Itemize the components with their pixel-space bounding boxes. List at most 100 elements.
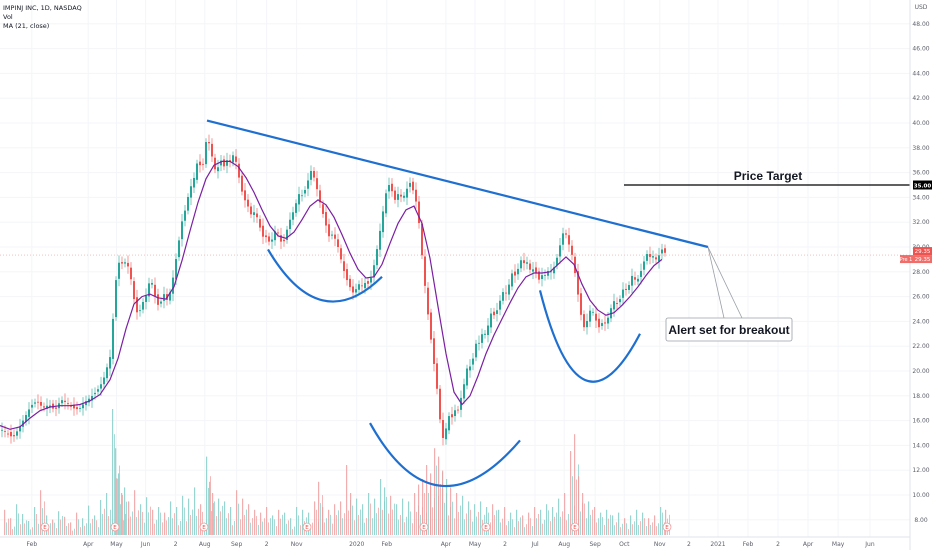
candle-body bbox=[16, 431, 18, 436]
volume-bar bbox=[16, 504, 18, 535]
candle-body bbox=[190, 186, 192, 198]
candle-body bbox=[580, 293, 582, 315]
volume-bar bbox=[40, 490, 42, 535]
candle-body bbox=[82, 404, 84, 409]
volume-bar bbox=[624, 518, 626, 535]
candle-body bbox=[652, 256, 654, 258]
x-tick-label: Sep bbox=[231, 541, 243, 548]
candle-body bbox=[220, 160, 222, 166]
candle-body bbox=[265, 235, 267, 238]
volume-bar bbox=[616, 522, 617, 535]
volume-bar bbox=[150, 506, 151, 535]
candle-body bbox=[331, 234, 333, 236]
volume-bar bbox=[360, 509, 361, 535]
volume-bar bbox=[90, 523, 91, 535]
volume-bar bbox=[404, 522, 405, 535]
volume-bar bbox=[228, 513, 229, 535]
volume-bar bbox=[32, 527, 33, 535]
x-tick-label: Sep bbox=[589, 541, 601, 548]
y-tick-label: 46.00 bbox=[912, 46, 929, 53]
volume-bar bbox=[572, 476, 573, 535]
volume-bar bbox=[634, 521, 635, 535]
volume-bar bbox=[58, 511, 60, 535]
volume-bar bbox=[382, 509, 383, 535]
candle-body bbox=[169, 292, 171, 301]
volume-bar bbox=[115, 448, 117, 535]
candle-body bbox=[154, 284, 156, 297]
volume-bar bbox=[656, 526, 657, 535]
x-tick-label: 2 bbox=[174, 541, 178, 548]
target-price-tag-text: 35.00 bbox=[914, 183, 932, 189]
candle-body bbox=[616, 303, 618, 305]
volume-bar bbox=[106, 493, 108, 535]
y-tick-label: 28.00 bbox=[912, 269, 929, 276]
volume-bar bbox=[538, 514, 539, 535]
x-tick-label: Feb bbox=[27, 541, 38, 548]
volume-bar bbox=[452, 501, 453, 535]
candle-body bbox=[19, 426, 21, 432]
candle-body bbox=[571, 245, 573, 255]
volume-bar bbox=[584, 503, 585, 535]
alert-callout-box bbox=[665, 317, 793, 342]
candle-body bbox=[103, 377, 105, 385]
volume-bar bbox=[460, 505, 461, 535]
candle-body bbox=[334, 234, 336, 239]
volume-bar bbox=[262, 521, 263, 535]
volume-bar bbox=[328, 509, 330, 535]
volume-bar bbox=[378, 507, 379, 535]
volume-bar bbox=[192, 509, 193, 535]
candle-body bbox=[178, 240, 180, 258]
volume-bar bbox=[450, 487, 452, 535]
volume-bar bbox=[502, 518, 503, 535]
volume-bar bbox=[314, 501, 316, 535]
volume-bar bbox=[266, 507, 268, 535]
volume-bar bbox=[300, 525, 301, 535]
volume-bar bbox=[158, 507, 160, 535]
volume-bar bbox=[209, 481, 211, 535]
candle-body bbox=[517, 268, 519, 275]
volume-bar bbox=[224, 501, 226, 535]
candle-body bbox=[553, 267, 555, 274]
x-tick-label: 2 bbox=[265, 541, 269, 548]
volume-bar bbox=[252, 518, 253, 535]
volume-bar bbox=[534, 507, 536, 535]
candle-body bbox=[118, 262, 120, 279]
volume-bar bbox=[238, 503, 239, 535]
volume-bar bbox=[614, 525, 615, 535]
x-tick-label: May bbox=[469, 541, 482, 548]
candle-body bbox=[436, 363, 438, 389]
x-tick-label: Nov bbox=[291, 541, 303, 548]
volume-bar bbox=[394, 503, 395, 535]
volume-bar bbox=[52, 519, 54, 535]
candle-body bbox=[202, 163, 204, 165]
volume-bar bbox=[222, 505, 223, 535]
volume-bar bbox=[520, 517, 521, 535]
volume-bar bbox=[4, 509, 6, 535]
volume-bar bbox=[550, 521, 551, 535]
candle-body bbox=[640, 270, 642, 277]
volume-bar bbox=[244, 514, 245, 535]
y-tick-label: 38.00 bbox=[912, 145, 929, 152]
candle-body bbox=[598, 318, 600, 328]
volume-bar bbox=[456, 493, 458, 535]
volume-bar bbox=[48, 526, 49, 535]
candle-body bbox=[559, 245, 561, 257]
candle-body bbox=[577, 271, 579, 295]
volume-bar bbox=[78, 519, 79, 535]
volume-bar bbox=[602, 517, 603, 535]
volume-bar bbox=[492, 504, 494, 535]
candle-body bbox=[463, 384, 465, 399]
candle-body bbox=[496, 310, 498, 314]
candle-body bbox=[109, 357, 111, 369]
volume-bar bbox=[384, 487, 386, 535]
candle-body bbox=[535, 267, 537, 273]
candle-body bbox=[124, 262, 126, 264]
volume-bar bbox=[494, 514, 495, 535]
volume-bar bbox=[240, 519, 241, 535]
volume-bar bbox=[84, 525, 85, 535]
volume-bar bbox=[504, 507, 506, 535]
volume-bar bbox=[140, 504, 142, 535]
candle-body bbox=[361, 285, 363, 287]
volume-bar bbox=[432, 507, 433, 535]
